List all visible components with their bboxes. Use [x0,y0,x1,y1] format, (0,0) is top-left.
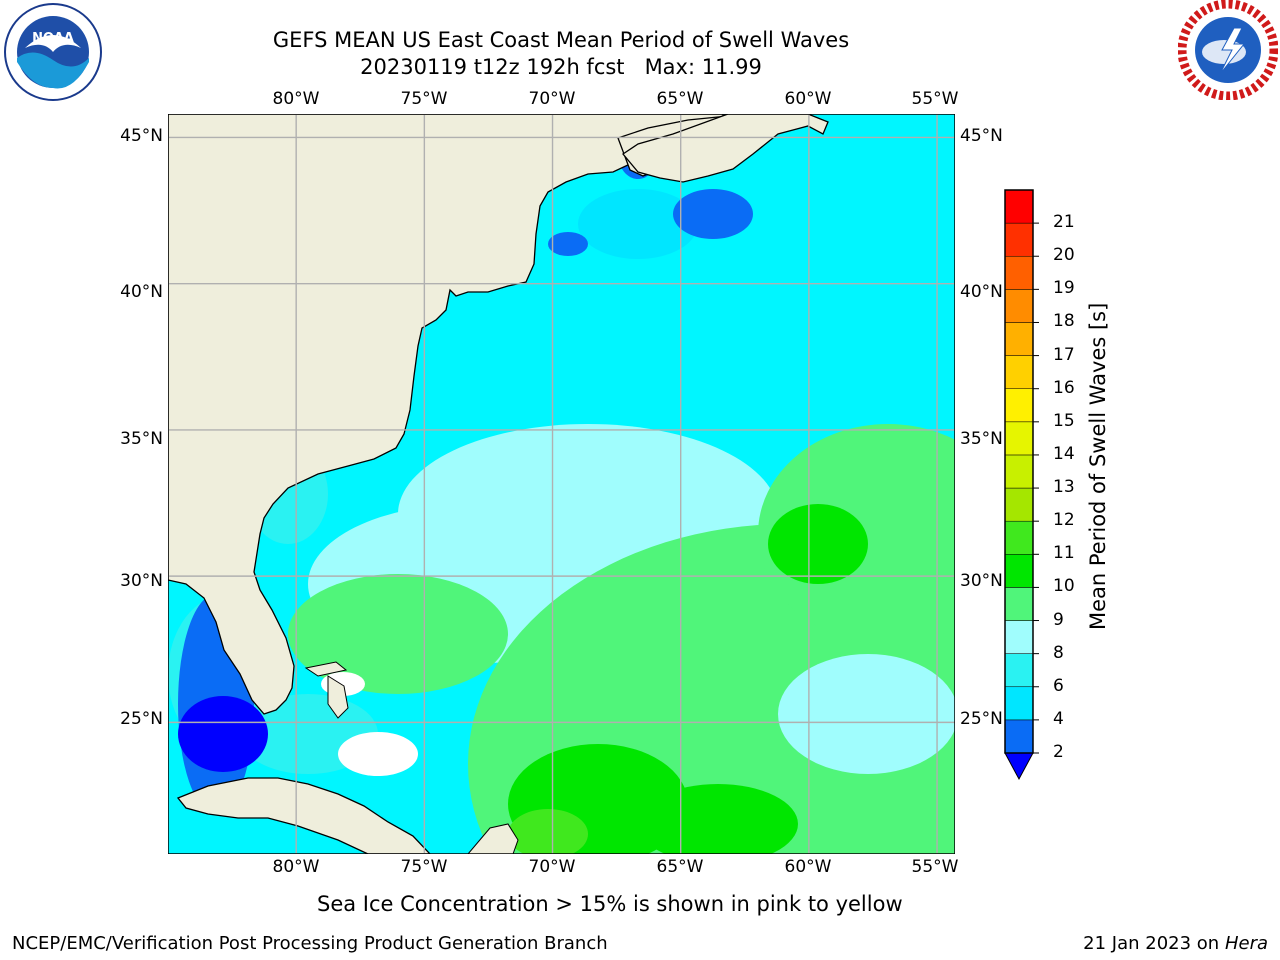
colorbar-tick-label: 19 [1053,278,1075,298]
colorbar-tick-label: 10 [1053,576,1075,596]
lon-tick-top: 75°W [401,89,448,109]
lat-tick-left: 40°N [101,282,163,302]
lon-tick-bottom: 65°W [657,857,704,877]
colorbar-label: Mean Period of Swell Waves [s] [1086,310,1110,630]
lat-tick-left: 30°N [101,571,163,591]
lon-tick-top: 60°W [785,89,832,109]
colorbar-segment [1005,621,1033,654]
lat-tick-left: 35°N [101,429,163,449]
lon-tick-bottom: 70°W [529,857,576,877]
colorbar-tick-label: 14 [1053,444,1075,464]
lon-tick-bottom: 55°W [912,857,959,877]
lon-tick-top: 65°W [657,89,704,109]
colorbar-segment [1005,289,1033,322]
swell-contour-region [778,654,955,774]
footer-credit: NCEP/EMC/Verification Post Processing Pr… [12,933,608,954]
colorbar-segment [1005,521,1033,554]
noaa-logo-text: NOAA [32,31,74,46]
colorbar-tick-label: 16 [1053,378,1075,398]
footer-date-text: 21 Jan 2023 on [1083,933,1225,954]
lon-tick-top: 55°W [912,89,959,109]
colorbar-segment [1005,488,1033,521]
lat-tick-left: 25°N [101,709,163,729]
colorbar-tick-label: 15 [1053,411,1075,431]
colorbar-tick-label: 18 [1053,311,1075,331]
swell-contour-region [178,696,268,772]
colorbar-tick-label: 17 [1053,345,1075,365]
lat-tick-right: 45°N [960,126,1003,146]
sea-ice-note: Sea Ice Concentration > 15% is shown in … [317,892,903,916]
colorbar-segment [1005,654,1033,687]
map-area[interactable] [168,114,955,854]
lon-tick-top: 80°W [273,89,320,109]
swell-contour-region [768,504,868,584]
colorbar-segment [1005,389,1033,422]
colorbar-segment [1005,190,1033,223]
colorbar-segment [1005,687,1033,720]
lon-tick-top: 70°W [529,89,576,109]
lon-tick-bottom: 75°W [401,857,448,877]
map-subtitle: 20230119 t12z 192h fcst Max: 11.99 [0,55,1122,79]
colorbar-tick-label: 13 [1053,477,1075,497]
colorbar-segment [1005,356,1033,389]
colorbar-tick-label: 21 [1053,212,1075,232]
footer-host: Hera [1225,933,1268,954]
colorbar-tick-label: 11 [1053,543,1075,563]
colorbar-segment [1005,720,1033,753]
lon-tick-bottom: 80°W [273,857,320,877]
colorbar-segment [1005,455,1033,488]
swell-contour-region [338,732,418,776]
colorbar-segment [1005,587,1033,620]
colorbar-under-arrow [1005,753,1033,779]
colorbar [995,185,1045,785]
map-title: GEFS MEAN US East Coast Mean Period of S… [0,28,1122,52]
swell-contour-region [673,189,753,239]
colorbar-segment [1005,223,1033,256]
colorbar-segment [1005,256,1033,289]
colorbar-tick-label: 20 [1053,245,1075,265]
colorbar-segment [1005,554,1033,587]
lon-tick-bottom: 60°W [785,857,832,877]
footer-date: 21 Jan 2023 on Hera [1083,933,1268,954]
colorbar-tick-label: 9 [1053,610,1064,630]
lat-tick-left: 45°N [101,126,163,146]
colorbar-tick-label: 2 [1053,742,1064,762]
colorbar-segment [1005,322,1033,355]
colorbar-tick-label: 6 [1053,676,1064,696]
nws-logo [1178,0,1278,100]
colorbar-tick-label: 4 [1053,709,1064,729]
noaa-logo: NOAA [3,2,103,102]
colorbar-tick-label: 12 [1053,510,1075,530]
colorbar-tick-label: 8 [1053,643,1064,663]
colorbar-segment [1005,422,1033,455]
swell-contour-region [548,232,588,256]
swell-contour-region [288,574,508,694]
